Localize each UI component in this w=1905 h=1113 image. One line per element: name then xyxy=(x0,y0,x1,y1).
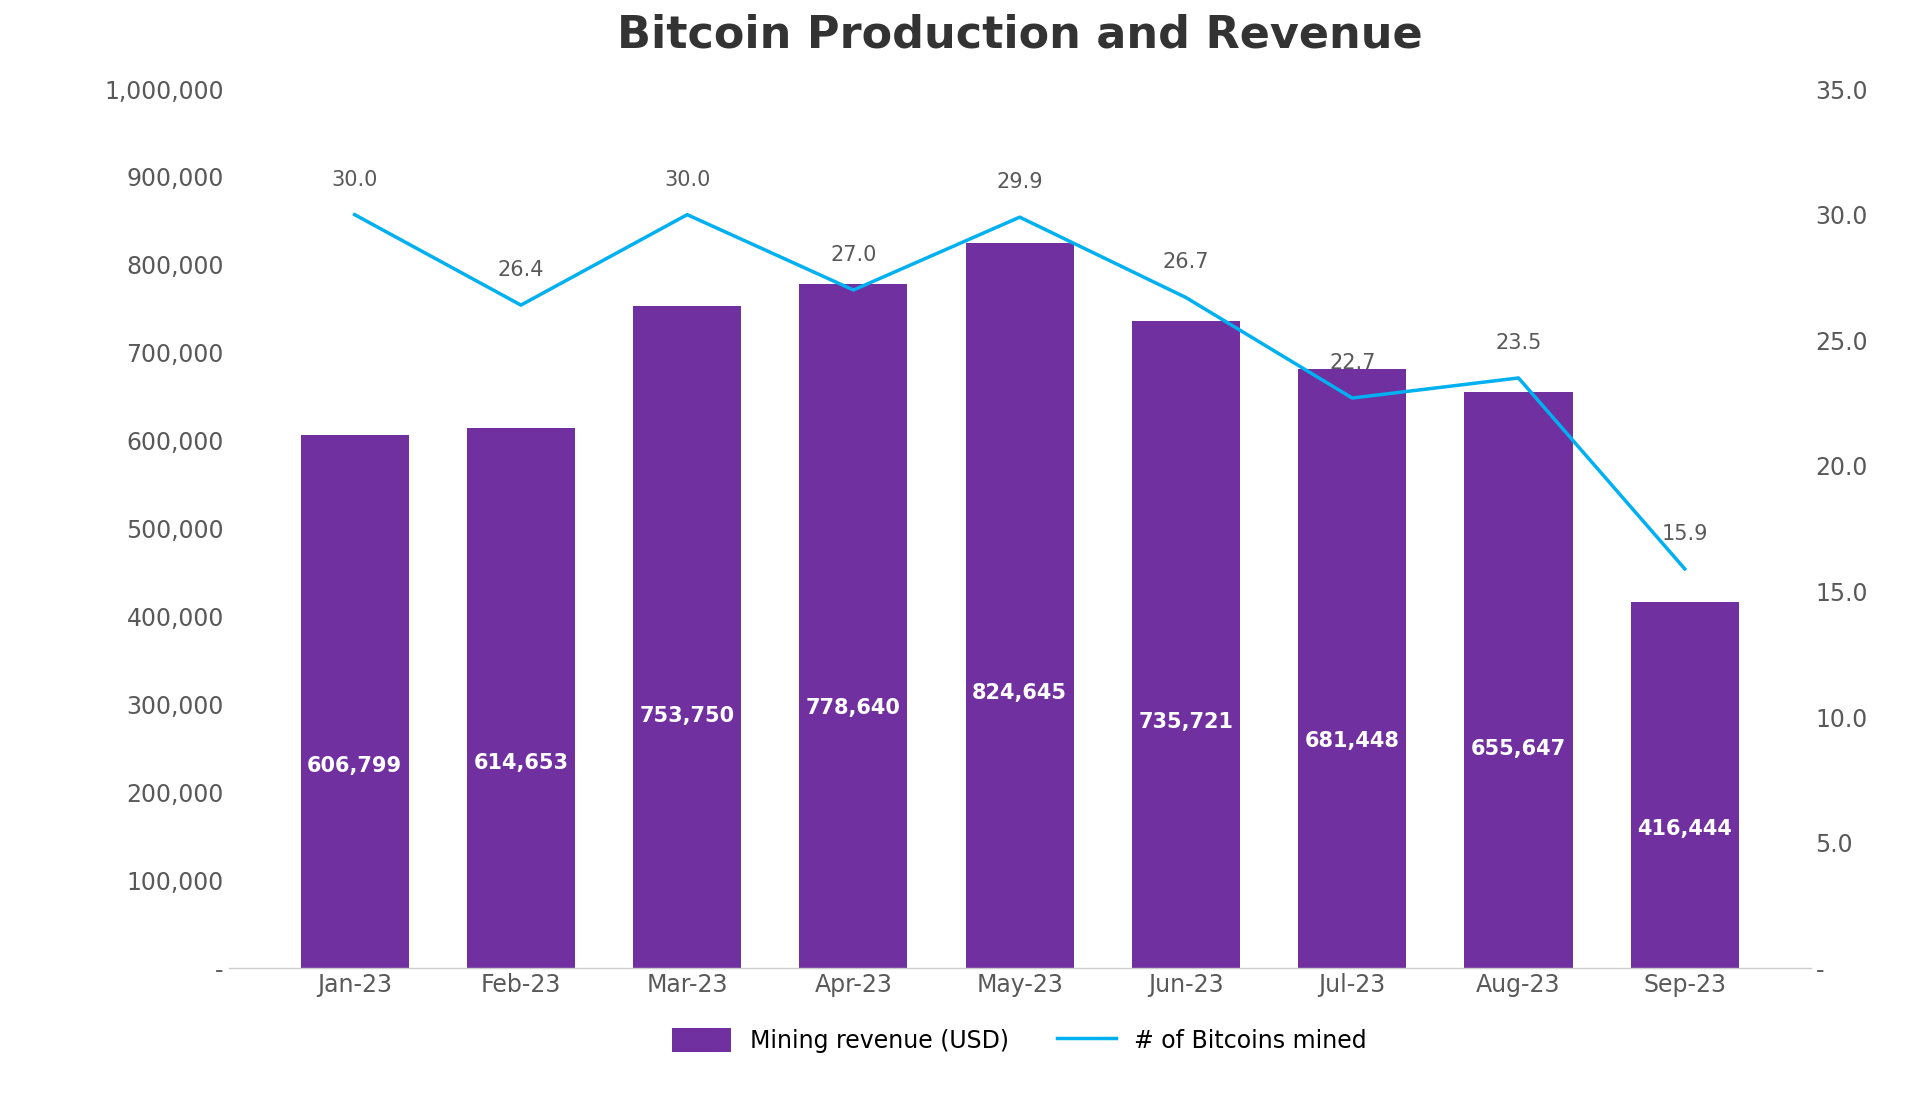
Bar xyxy=(1297,370,1406,968)
Bar xyxy=(467,427,575,968)
Text: 30.0: 30.0 xyxy=(663,169,711,189)
Bar xyxy=(966,244,1073,968)
Text: 26.7: 26.7 xyxy=(1162,253,1208,273)
Bar xyxy=(1463,392,1572,968)
Title: Bitcoin Production and Revenue: Bitcoin Production and Revenue xyxy=(617,13,1421,57)
Text: 655,647: 655,647 xyxy=(1471,739,1566,759)
Bar xyxy=(632,306,741,968)
Text: 416,444: 416,444 xyxy=(1636,819,1732,839)
Text: 735,721: 735,721 xyxy=(1137,712,1233,732)
Text: 23.5: 23.5 xyxy=(1495,333,1541,353)
Text: 22.7: 22.7 xyxy=(1328,353,1375,373)
Text: 30.0: 30.0 xyxy=(331,169,377,189)
Text: 15.9: 15.9 xyxy=(1661,524,1707,544)
Text: 824,645: 824,645 xyxy=(972,682,1067,702)
Text: 614,653: 614,653 xyxy=(472,752,568,772)
Bar xyxy=(1132,322,1240,968)
Bar xyxy=(798,284,907,968)
Text: 753,750: 753,750 xyxy=(640,707,733,727)
Bar xyxy=(301,435,408,968)
Text: 26.4: 26.4 xyxy=(497,260,545,280)
Text: 681,448: 681,448 xyxy=(1305,730,1398,750)
Bar xyxy=(1631,602,1737,968)
Text: 29.9: 29.9 xyxy=(996,173,1042,193)
Text: 27.0: 27.0 xyxy=(831,245,876,265)
Text: 606,799: 606,799 xyxy=(307,756,402,776)
Legend: Mining revenue (USD), # of Bitcoins mined: Mining revenue (USD), # of Bitcoins mine… xyxy=(663,1018,1375,1062)
Text: 778,640: 778,640 xyxy=(806,698,901,718)
